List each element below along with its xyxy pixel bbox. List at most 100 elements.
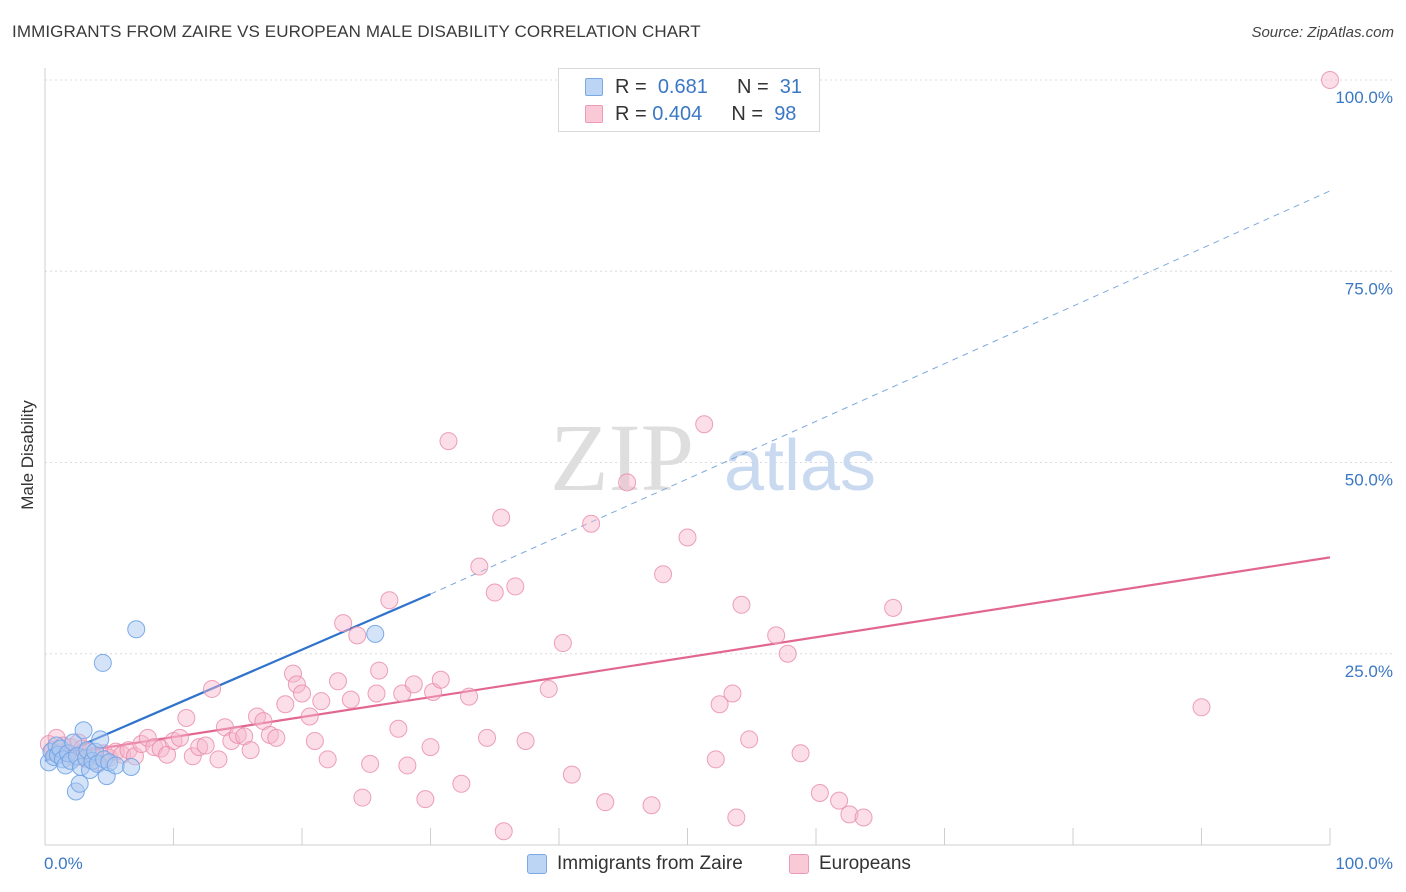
point-europeans xyxy=(267,728,286,747)
point-europeans xyxy=(1321,71,1339,89)
point-europeans xyxy=(367,684,386,703)
point-europeans xyxy=(312,692,331,711)
point-zaire xyxy=(106,756,125,775)
trendlines xyxy=(44,190,1331,762)
point-europeans xyxy=(228,725,247,744)
trendline-europeans xyxy=(44,556,1331,759)
legend-n-value: 31 xyxy=(779,75,802,98)
bottom-legend-zaire: Immigrants from Zaire xyxy=(527,852,743,876)
point-europeans xyxy=(494,822,513,841)
data-points xyxy=(39,71,1339,841)
point-europeans xyxy=(485,583,504,602)
point-europeans xyxy=(416,790,435,809)
legend-swatch-zaire xyxy=(585,78,603,96)
point-europeans xyxy=(727,808,746,827)
bottom-legend-europeans: Europeans xyxy=(789,852,911,876)
y-tick-label: 100.0% xyxy=(1335,88,1393,107)
point-europeans xyxy=(1192,698,1211,717)
legend-n-label: N = xyxy=(736,75,769,98)
bottom-legend-label-zaire: Immigrants from Zaire xyxy=(557,853,743,874)
legend-r-label: R = xyxy=(615,102,647,125)
x-tick-label: 0.0% xyxy=(44,854,83,873)
point-europeans xyxy=(183,747,202,766)
point-zaire xyxy=(366,624,385,643)
correlation-legend: R = 0.681 N = 31 R = 0.404 N = 98 xyxy=(558,68,820,132)
point-europeans xyxy=(305,731,324,750)
point-europeans xyxy=(241,741,260,760)
point-europeans xyxy=(404,675,423,694)
point-europeans xyxy=(642,796,661,815)
point-europeans xyxy=(854,808,873,827)
legend-row-europeans: R = 0.404 N = 98 xyxy=(585,101,796,127)
point-europeans xyxy=(287,675,306,694)
point-zaire xyxy=(122,757,141,776)
watermark-atlas: atlas xyxy=(724,426,876,506)
point-europeans xyxy=(582,514,601,533)
y-tick-label: 75.0% xyxy=(1345,279,1393,298)
axes xyxy=(44,68,1331,846)
source-label: Source: ZipAtlas.com xyxy=(1251,24,1394,41)
point-europeans xyxy=(723,684,742,703)
trendline-zaire-extended xyxy=(430,190,1331,595)
legend-r-value: 0.404 xyxy=(652,102,703,125)
point-europeans xyxy=(380,591,399,610)
y-tick-label: 25.0% xyxy=(1345,662,1393,681)
point-europeans xyxy=(470,557,489,576)
point-europeans xyxy=(348,626,367,645)
point-europeans xyxy=(398,756,417,775)
legend-r-label: R = xyxy=(615,75,647,98)
tick-labels: 25.0% 50.0% 75.0% 100.0% 0.0% 100.0% xyxy=(44,88,1393,873)
point-europeans xyxy=(506,577,525,596)
point-europeans xyxy=(248,707,267,726)
bottom-legend-swatch-zaire xyxy=(527,854,547,874)
point-europeans xyxy=(196,736,215,755)
watermark-zip: ZIP xyxy=(550,404,694,511)
point-europeans xyxy=(284,664,303,683)
point-europeans xyxy=(732,595,751,614)
point-europeans xyxy=(562,765,581,784)
point-europeans xyxy=(884,598,903,617)
point-europeans xyxy=(695,415,714,434)
point-europeans xyxy=(334,614,353,633)
point-europeans xyxy=(361,754,380,773)
point-europeans xyxy=(353,788,372,807)
point-europeans xyxy=(276,695,295,714)
point-europeans xyxy=(318,750,337,769)
point-europeans xyxy=(421,738,440,757)
point-europeans xyxy=(654,565,673,584)
point-europeans xyxy=(710,695,729,714)
point-europeans xyxy=(177,709,196,728)
point-europeans xyxy=(706,750,725,769)
legend-n-value: 98 xyxy=(774,102,797,125)
point-europeans xyxy=(170,728,189,747)
x-tick-label: 100.0% xyxy=(1335,854,1393,873)
watermark: ZIP atlas xyxy=(550,404,876,511)
point-europeans xyxy=(293,684,311,703)
point-zaire xyxy=(91,730,110,749)
point-europeans xyxy=(341,690,360,709)
point-europeans xyxy=(389,719,408,738)
point-europeans xyxy=(478,728,497,747)
point-europeans xyxy=(553,634,572,653)
point-europeans xyxy=(810,783,829,802)
point-europeans xyxy=(840,805,859,824)
point-europeans xyxy=(767,626,786,645)
gridlines xyxy=(45,79,1395,655)
point-europeans xyxy=(452,774,471,793)
point-europeans xyxy=(439,432,458,451)
point-europeans xyxy=(516,731,535,750)
point-zaire xyxy=(74,721,93,740)
point-europeans xyxy=(209,750,228,769)
point-europeans xyxy=(678,528,697,547)
point-europeans xyxy=(596,793,615,812)
legend-r-value: 0.681 xyxy=(657,75,708,98)
point-europeans xyxy=(539,679,558,698)
point-zaire xyxy=(127,620,146,639)
point-europeans xyxy=(778,644,797,663)
point-europeans xyxy=(328,672,347,691)
point-europeans xyxy=(190,738,209,757)
point-zaire xyxy=(93,653,112,672)
point-europeans xyxy=(740,730,759,749)
legend-n-label: N = xyxy=(731,102,764,125)
